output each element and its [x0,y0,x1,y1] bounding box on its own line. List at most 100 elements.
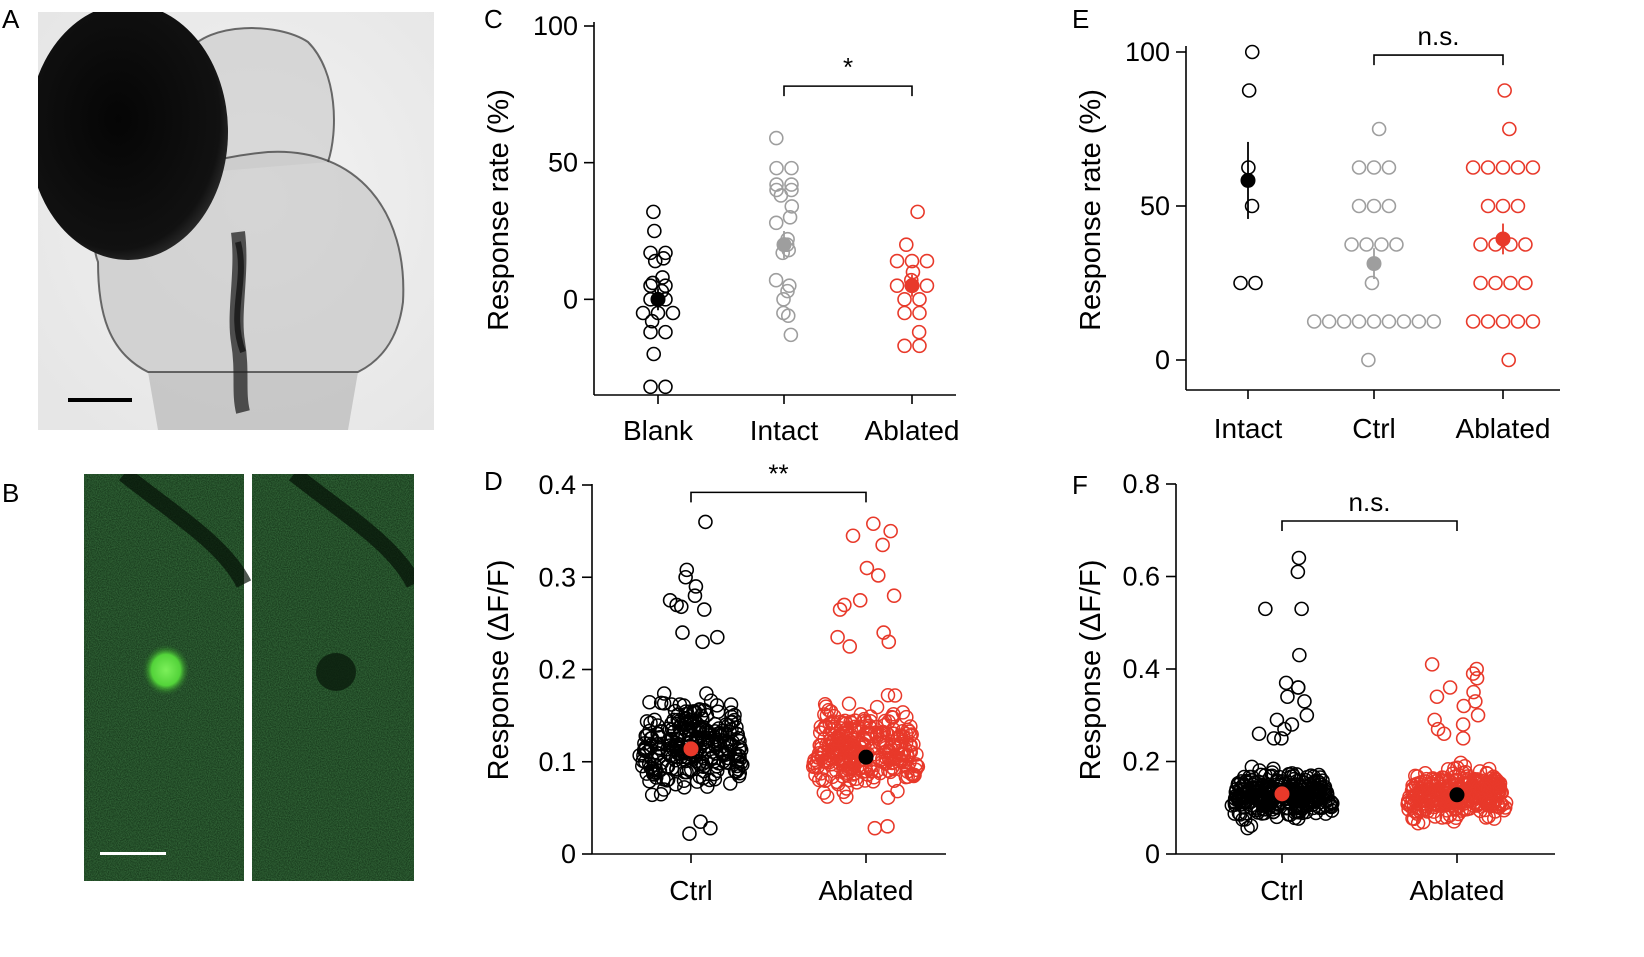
d-point [656,782,672,797]
d-category-label: Ablated [819,875,914,906]
e-category-label: Ablated [1456,413,1551,444]
f-point [1482,797,1497,813]
c-category-label: Intact [750,415,819,446]
e-category-label: Intact [1214,413,1283,444]
d-point [693,814,708,830]
d-point [904,727,919,742]
f-point [1456,698,1472,714]
c-point [647,223,662,239]
f-category-label: Ablated [1410,875,1505,906]
d-point [731,761,746,777]
f-point [1405,811,1420,826]
d-point [831,728,846,743]
f-ytick-label: 0 [1145,839,1160,869]
d-point [637,742,652,757]
f-point [1427,712,1442,728]
f-point [1243,794,1258,810]
d-point [727,707,742,723]
e-mean-marker [1240,172,1256,188]
f-point [1258,601,1273,617]
e-point [1510,198,1526,214]
f-point [1492,776,1508,791]
e-point [1233,275,1248,291]
c-ylabel: Response rate (%) [483,89,515,331]
f-point [1469,670,1485,686]
c-point [769,160,784,176]
e-point [1371,121,1387,137]
d-point [881,634,897,650]
c-significance-label: * [843,52,853,82]
c-point [665,305,681,321]
f-mean-marker [1274,786,1290,802]
e-significance-label: n.s. [1418,21,1460,51]
d-point [682,826,697,842]
e-point [1389,237,1404,252]
e-point [1359,237,1374,252]
f-point [1455,717,1471,732]
f-point [1274,731,1289,746]
c-point [658,324,673,340]
d-point [656,686,672,701]
c-point [658,245,673,261]
d-point [723,776,738,791]
f-point [1240,820,1255,836]
f-point [1277,721,1292,737]
f-point [1415,814,1431,830]
d-ytick-label: 0.4 [538,470,576,500]
f-point [1269,774,1284,790]
e-point [1306,314,1322,329]
d-point [703,820,718,836]
d-point [700,779,715,794]
f-point [1269,712,1285,728]
d-point [818,699,834,714]
f-point [1455,731,1471,746]
c-point [643,379,658,395]
f-point [1426,772,1442,787]
f-point [1278,675,1294,691]
c-point [910,204,925,220]
f-point [1488,771,1503,786]
e-point [1495,160,1511,175]
e-point [1510,160,1526,175]
d-point [724,715,739,730]
c-point [784,160,799,176]
f-point [1325,796,1340,811]
e-point [1248,275,1263,291]
panel-label-e: E [1072,4,1090,34]
d-point [869,699,885,715]
e-point [1351,314,1367,329]
d-point [819,789,835,804]
d-point [811,746,827,761]
c-point [912,338,927,354]
f-ylabel: Response (ΔF/F) [1075,560,1107,781]
f-point [1410,769,1425,784]
d-point [881,714,896,729]
f-point [1481,795,1496,810]
fluorescence-before-after [84,474,414,881]
d-point [865,762,880,777]
e-point [1465,160,1481,175]
f-point [1466,684,1481,700]
chart-f: 0 0.2 0.4 0.6 0.8 Response (ΔF/F) Ctrl Ablated n… [1075,469,1555,906]
d-point [643,715,658,731]
panel-label-a: A [2,4,20,34]
c-category-label: Ablated [865,415,960,446]
chart-e: 0 50 100 Response rate (%) Intact Ctrl Ablated… [1075,21,1560,444]
f-point [1457,759,1473,774]
f-point [1244,759,1260,775]
c-significance-bracket [783,85,913,97]
d-point [866,516,881,532]
e-point [1364,275,1380,291]
c-point [769,182,784,198]
f-point [1312,785,1327,800]
e-category-label: Ctrl [1352,413,1396,444]
d-point [842,749,858,765]
c-point [644,313,660,329]
c-point [783,327,799,343]
e-point [1525,314,1541,329]
d-point [687,588,703,603]
d-point [647,712,662,728]
c-ytick-label: 100 [533,11,578,41]
d-point [837,756,853,772]
f-point [1290,797,1305,812]
